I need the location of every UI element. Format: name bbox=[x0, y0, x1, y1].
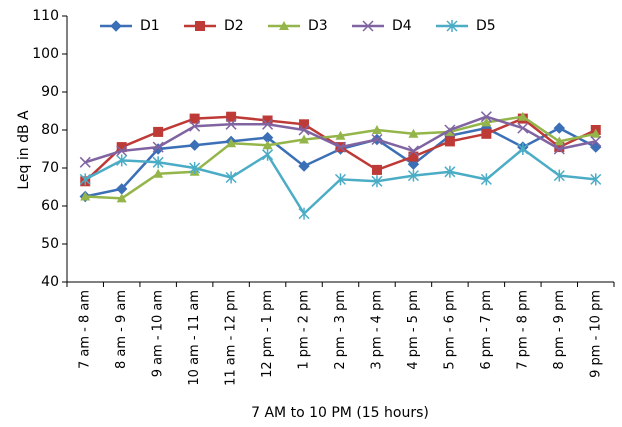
point-marker bbox=[444, 165, 456, 178]
point-marker bbox=[153, 168, 164, 178]
point-marker bbox=[299, 134, 310, 144]
x-tick-label: 12 pm - 1 pm bbox=[260, 290, 275, 378]
point-marker bbox=[189, 120, 201, 132]
y-tick-label: 50 bbox=[41, 236, 59, 252]
legend-marker bbox=[110, 20, 122, 32]
point-marker bbox=[116, 142, 127, 153]
point-marker bbox=[152, 141, 164, 153]
point-marker bbox=[79, 156, 91, 168]
x-tick-label: 9 am - 10 am bbox=[151, 290, 166, 377]
point-marker bbox=[79, 173, 91, 186]
y-tick-label: 70 bbox=[41, 160, 59, 176]
y-tick-label: 80 bbox=[41, 122, 59, 138]
point-marker bbox=[189, 162, 201, 174]
point-marker bbox=[481, 117, 492, 127]
y-tick-label: 60 bbox=[41, 198, 59, 214]
y-tick-label: 100 bbox=[32, 46, 59, 62]
legend-marker bbox=[362, 20, 374, 32]
point-marker bbox=[116, 193, 127, 203]
point-marker bbox=[298, 207, 310, 220]
point-marker bbox=[116, 154, 128, 167]
x-tick-label: 2 pm - 3 pm bbox=[333, 290, 348, 370]
point-marker bbox=[517, 111, 528, 121]
point-marker bbox=[152, 156, 164, 169]
point-marker bbox=[299, 119, 310, 130]
point-marker bbox=[590, 128, 601, 138]
legend-marker bbox=[279, 21, 289, 30]
y-tick-label: 110 bbox=[32, 8, 59, 24]
point-marker bbox=[517, 122, 529, 134]
legend-label: D5 bbox=[476, 18, 496, 34]
x-axis-title: 7 AM to 10 PM (15 hours) bbox=[251, 405, 429, 421]
legend-label: D4 bbox=[392, 18, 412, 34]
point-marker bbox=[408, 151, 419, 162]
x-tick-label: 7 pm - 8 pm bbox=[515, 290, 530, 370]
x-tick-label: 11 am - 12 pm bbox=[224, 290, 239, 386]
point-marker bbox=[189, 113, 200, 124]
point-marker bbox=[334, 173, 347, 186]
point-marker bbox=[226, 111, 237, 122]
legend-label: D2 bbox=[224, 18, 244, 34]
point-marker bbox=[517, 143, 529, 155]
point-marker bbox=[407, 169, 419, 182]
x-tick-label: 5 pm - 6 pm bbox=[442, 290, 457, 370]
point-marker bbox=[188, 139, 201, 151]
legend-marker bbox=[446, 20, 458, 32]
point-marker bbox=[371, 164, 382, 175]
x-tick-label: 8 pm - 9 pm bbox=[552, 290, 567, 370]
point-marker bbox=[371, 133, 383, 146]
point-marker bbox=[407, 145, 419, 157]
point-marker bbox=[590, 173, 602, 186]
point-marker bbox=[225, 118, 237, 130]
point-marker bbox=[480, 173, 492, 186]
point-marker bbox=[226, 138, 237, 148]
x-tick-label: 8 am - 9 am bbox=[114, 290, 129, 369]
point-marker bbox=[116, 145, 128, 157]
point-marker bbox=[408, 128, 419, 138]
point-marker bbox=[590, 141, 602, 153]
point-marker bbox=[298, 124, 310, 136]
legend-marker bbox=[195, 21, 205, 31]
point-marker bbox=[80, 191, 91, 201]
legend-label: D1 bbox=[140, 18, 160, 34]
point-marker bbox=[371, 175, 383, 188]
point-marker bbox=[334, 141, 347, 153]
legend-label: D3 bbox=[308, 18, 328, 34]
point-marker bbox=[153, 126, 164, 137]
point-marker bbox=[262, 140, 273, 150]
x-tick-label: 1 pm - 2 pm bbox=[297, 290, 312, 370]
point-marker bbox=[554, 142, 565, 153]
x-tick-label: 7 am - 8 am bbox=[78, 290, 93, 369]
point-marker bbox=[480, 111, 492, 123]
x-tick-label: 9 pm - 10 pm bbox=[588, 290, 603, 378]
point-marker bbox=[554, 136, 565, 146]
point-marker bbox=[590, 135, 602, 147]
point-marker bbox=[481, 128, 492, 139]
point-marker bbox=[553, 122, 566, 134]
point-marker bbox=[407, 158, 420, 170]
y-axis-title: Leq in dB A bbox=[16, 110, 32, 190]
point-marker bbox=[444, 136, 455, 147]
point-marker bbox=[262, 118, 274, 130]
y-tick-label: 40 bbox=[41, 274, 59, 290]
point-marker bbox=[262, 115, 273, 126]
point-marker bbox=[335, 130, 346, 140]
point-marker bbox=[444, 124, 456, 136]
x-tick-label: 10 am - 11 am bbox=[187, 290, 202, 386]
x-tick-label: 4 pm - 5 pm bbox=[406, 290, 421, 370]
point-marker bbox=[298, 160, 310, 172]
x-tick-label: 3 pm - 4 pm bbox=[369, 290, 384, 370]
point-marker bbox=[371, 125, 382, 134]
x-tick-label: 6 pm - 7 pm bbox=[479, 290, 494, 370]
point-marker bbox=[225, 171, 237, 184]
point-marker bbox=[553, 143, 565, 155]
point-marker bbox=[553, 169, 565, 182]
y-tick-label: 90 bbox=[41, 84, 59, 100]
point-marker bbox=[262, 148, 274, 161]
